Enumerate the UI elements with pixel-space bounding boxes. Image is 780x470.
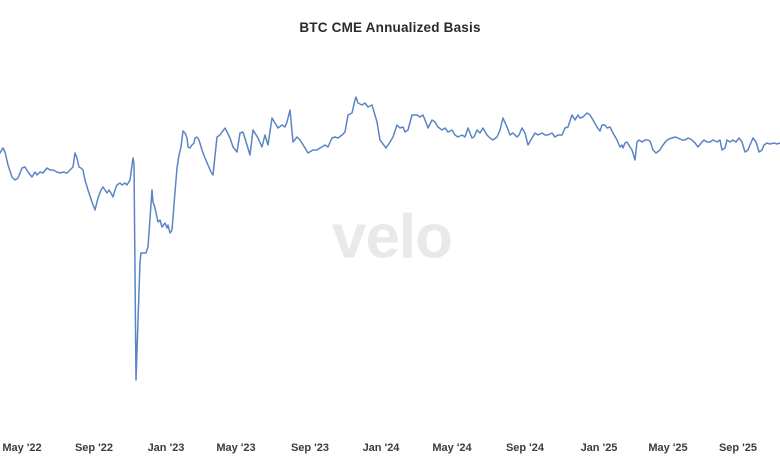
x-axis-label: May '25 — [648, 442, 688, 454]
x-axis-label: Sep '24 — [505, 442, 545, 454]
x-axis-label: Sep '25 — [718, 442, 758, 454]
x-axis-label: Sep '22 — [74, 442, 114, 454]
basis-line-series — [0, 96, 780, 381]
x-axis-label: Jan '23 — [147, 442, 185, 454]
x-axis-label: Jan '25 — [580, 442, 618, 454]
chart-title: BTC CME Annualized Basis — [299, 20, 481, 35]
x-axis-label: May '24 — [432, 442, 472, 454]
x-axis-label: Sep '23 — [290, 442, 330, 454]
x-axis: May '22 Sep '22 Jan '23 May '23 Sep '23 Jan '… — [0, 442, 780, 458]
x-axis-label: May '22 — [2, 442, 42, 454]
velo-watermark: velo — [331, 202, 453, 272]
x-axis-label: Jan '24 — [362, 442, 400, 454]
x-axis-label: May '23 — [216, 442, 256, 454]
